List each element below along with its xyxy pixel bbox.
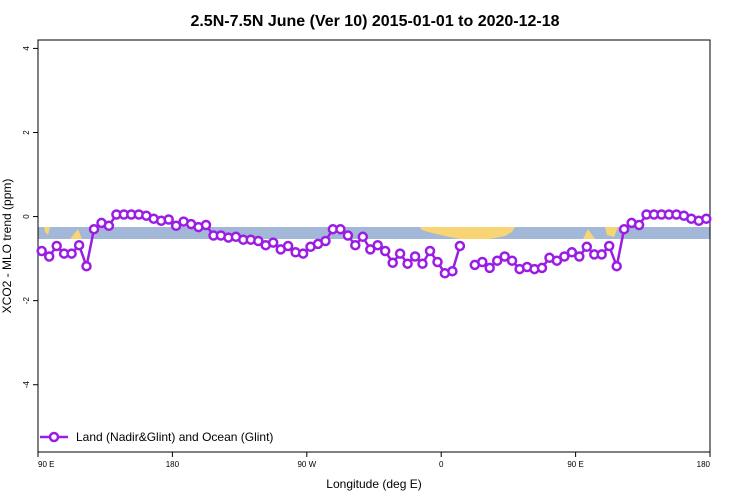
chart-title: 2.5N-7.5N June (Ver 10) 2015-01-01 to 20… — [190, 13, 559, 30]
data-point — [596, 249, 607, 260]
data-point — [432, 256, 443, 268]
y-tick-label: 4 — [22, 46, 31, 51]
data-point — [170, 220, 182, 232]
x-tick-label: 90 E — [38, 460, 54, 469]
data-point — [73, 239, 85, 251]
y-tick-label: -2 — [22, 297, 31, 305]
data-point — [342, 230, 354, 241]
data-point — [559, 251, 570, 262]
data-point — [409, 251, 421, 262]
data-point — [499, 251, 510, 262]
data-point — [633, 219, 645, 231]
data-point — [320, 235, 331, 247]
land-patch-west-1 — [44, 227, 50, 235]
x-tick-label: 180 — [697, 460, 711, 469]
data-point — [477, 256, 488, 268]
data-point — [372, 239, 383, 251]
data-point — [566, 247, 578, 258]
data-point — [357, 231, 369, 243]
data-point — [51, 240, 62, 252]
data-point — [424, 245, 436, 257]
land-patch-africa — [420, 227, 515, 239]
data-point — [536, 262, 548, 274]
data-point — [335, 223, 346, 235]
data-point — [611, 260, 622, 272]
x-tick-label: 0 — [439, 460, 444, 469]
data-point — [350, 239, 361, 251]
data-point — [484, 262, 495, 274]
y-tick-label: -4 — [22, 381, 31, 389]
data-point — [387, 257, 398, 269]
data-point — [297, 248, 309, 259]
data-point — [36, 245, 47, 257]
data-point — [66, 248, 77, 259]
y-axis-label: XCO2 - MLO trend (ppm) — [0, 179, 14, 314]
data-point — [394, 248, 406, 259]
land-patch-east-2 — [605, 227, 618, 237]
data-point — [701, 213, 712, 224]
land-patch-east-1 — [583, 229, 595, 239]
data-point — [618, 223, 630, 235]
data-point — [574, 251, 585, 262]
data-point — [88, 223, 100, 235]
data-point — [603, 240, 615, 252]
data-point — [43, 251, 55, 262]
data-point — [551, 255, 563, 266]
map-background — [38, 227, 710, 239]
data-series — [36, 209, 712, 279]
y-tick-label: 2 — [22, 130, 31, 135]
data-point — [282, 240, 294, 252]
data-point — [417, 258, 428, 269]
y-axis: 4 2 0 -2 -4 — [22, 46, 38, 389]
x-tick-label: 180 — [166, 460, 180, 469]
legend: Land (Nadir&Glint) and Ocean (Glint) — [40, 430, 273, 444]
data-point — [163, 214, 174, 225]
data-point — [581, 241, 593, 253]
data-point — [491, 255, 503, 266]
data-point — [379, 245, 391, 257]
data-point — [200, 219, 212, 231]
legend-marker — [48, 431, 60, 443]
legend-label: Land (Nadir&Glint) and Ocean (Glint) — [76, 430, 273, 444]
plot-frame — [37, 39, 711, 453]
x-axis: 90 E 180 90 W 0 90 E 180 — [37, 452, 711, 469]
data-point — [253, 235, 264, 247]
data-point — [447, 265, 458, 277]
data-point — [365, 244, 376, 255]
y-tick-label: 0 — [22, 214, 31, 219]
data-point — [103, 220, 115, 232]
data-point — [506, 255, 518, 266]
x-tick-label: 90 W — [297, 460, 316, 469]
data-point — [454, 240, 466, 252]
x-axis-label: Longitude (deg E) — [326, 477, 421, 491]
land-patch-west-2 — [70, 229, 82, 239]
data-point — [402, 258, 413, 269]
x-tick-label: 90 E — [567, 460, 583, 469]
data-point — [81, 260, 92, 272]
data-point — [267, 237, 279, 248]
